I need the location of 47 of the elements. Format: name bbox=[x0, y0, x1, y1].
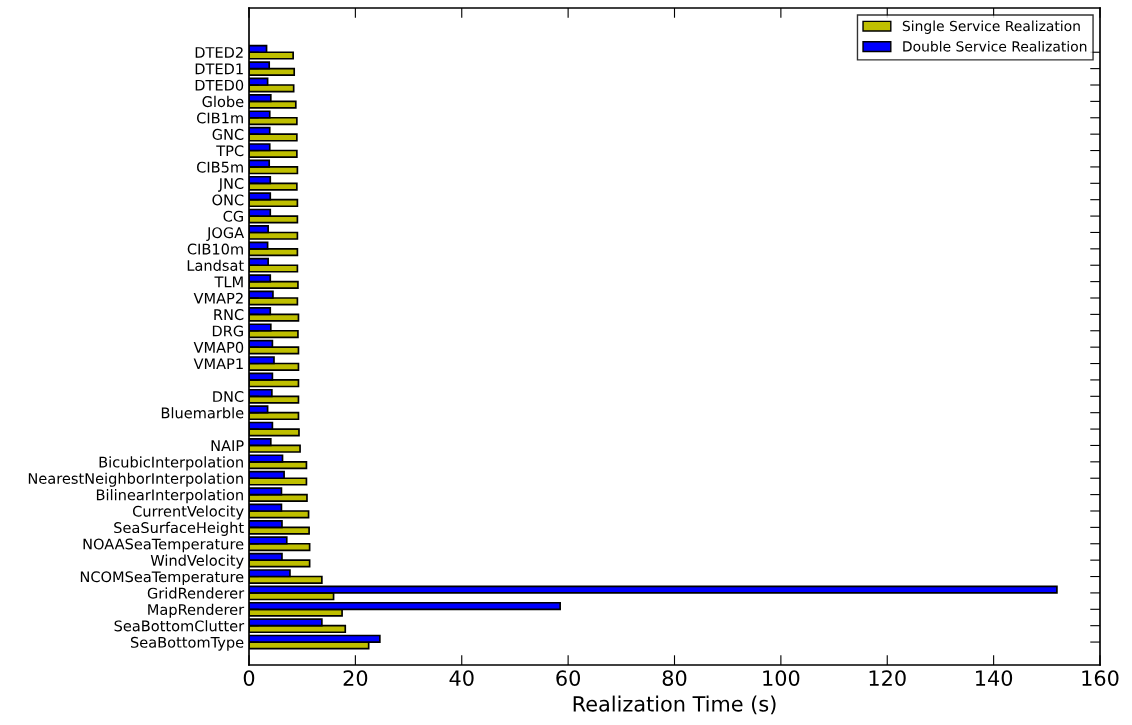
y-tick-label: WindVelocity bbox=[150, 554, 244, 569]
y-tick-label: Globe bbox=[202, 95, 244, 108]
y-tick-label: SeaBottomType bbox=[130, 636, 244, 651]
y-tick-label: MapRenderer bbox=[148, 603, 245, 618]
y-tick-label: DRG bbox=[212, 325, 243, 337]
y-tick-label: SeaBottomClutter bbox=[114, 620, 245, 632]
y-tick-label: CurrentVelocity bbox=[132, 505, 244, 520]
y-tick-label: GNC bbox=[212, 128, 244, 140]
y-tick-label: Landsat bbox=[187, 259, 244, 271]
y-tick-label: GridRenderer bbox=[147, 587, 245, 599]
y-tick-label: DTED0 bbox=[195, 79, 244, 91]
x-tick-label: 100 bbox=[763, 670, 800, 686]
x-tick-label: 160 bbox=[1082, 670, 1119, 686]
x-tick-label: 120 bbox=[869, 670, 906, 686]
y-tick-label: DNC bbox=[213, 391, 244, 403]
y-tick-label: JOGA bbox=[206, 227, 245, 241]
y-tick-label: TLM bbox=[214, 276, 243, 288]
y-tick-label: ONC bbox=[212, 194, 244, 206]
y-tick-label: NAIP bbox=[211, 440, 244, 451]
y-tick-label: RNC bbox=[214, 309, 244, 321]
y-tick-label: DTED2 bbox=[195, 46, 243, 58]
y-tick-label: NearestNeighborInterpolation bbox=[28, 472, 243, 487]
y-tick-label: DTED1 bbox=[195, 63, 243, 75]
y-tick-label: TPC bbox=[216, 145, 244, 157]
x-tick-label: 140 bbox=[976, 670, 1013, 686]
x-axis-title: Realization Time (s) bbox=[573, 695, 776, 715]
y-tick-label: VMAP2 bbox=[193, 292, 243, 304]
legend-label: Single Service Realization bbox=[902, 20, 1080, 34]
x-tick-label: 80 bbox=[662, 670, 687, 686]
y-tick-label: VMAP1 bbox=[193, 358, 243, 370]
y-tick-label: BicubicInterpolation bbox=[99, 456, 243, 471]
x-tick-label: 60 bbox=[556, 670, 580, 686]
y-tick-label: VMAP0 bbox=[193, 341, 244, 353]
y-tick-label: CIB5m bbox=[196, 161, 243, 173]
y-tick-label: CG bbox=[223, 210, 243, 222]
y-tick-label: Bluemarble bbox=[161, 407, 244, 419]
y-tick-label: CIB10m bbox=[187, 243, 243, 255]
y-tick-label: NCOMSeaTemperature bbox=[80, 571, 244, 586]
x-tick-label: 0 bbox=[243, 670, 255, 686]
x-tick-label: 20 bbox=[343, 670, 368, 686]
y-tick-label: SeaSurfaceHeight bbox=[114, 521, 244, 536]
y-tick-label: CIB1m bbox=[196, 112, 243, 124]
y-tick-label: NOAASeaTemperature bbox=[83, 538, 244, 553]
y-tick-label: JNC bbox=[217, 178, 244, 192]
x-tick-label: 40 bbox=[449, 670, 474, 686]
legend-label: Double Service Realization bbox=[903, 40, 1087, 52]
y-tick-label: BilinearInterpolation bbox=[96, 489, 243, 504]
